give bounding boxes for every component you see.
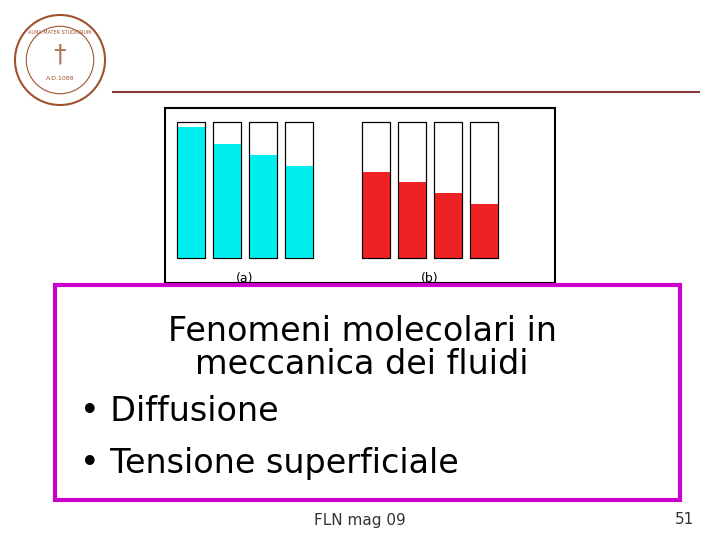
Bar xyxy=(249,122,277,258)
Bar xyxy=(213,122,241,258)
Bar xyxy=(398,122,426,258)
Bar xyxy=(434,193,462,258)
Text: meccanica dei fluidi: meccanica dei fluidi xyxy=(195,348,528,381)
Bar xyxy=(249,122,277,258)
Text: • Tensione superficiale: • Tensione superficiale xyxy=(80,447,459,480)
Bar xyxy=(285,166,313,258)
Text: Fenomeni molecolari in: Fenomeni molecolari in xyxy=(168,315,557,348)
Bar xyxy=(470,122,498,258)
Text: FLN mag 09: FLN mag 09 xyxy=(314,512,406,528)
Bar xyxy=(285,122,313,258)
Bar xyxy=(213,122,241,258)
Bar xyxy=(285,122,313,258)
Bar xyxy=(470,122,498,258)
Bar xyxy=(362,122,390,258)
Bar xyxy=(177,127,205,258)
Text: ALMA MATER STUDIORUM: ALMA MATER STUDIORUM xyxy=(28,30,91,35)
Bar xyxy=(177,122,205,258)
Bar xyxy=(470,204,498,258)
Text: • Diffusione: • Diffusione xyxy=(80,395,279,428)
Bar xyxy=(434,122,462,258)
Bar xyxy=(398,182,426,258)
Bar xyxy=(434,122,462,258)
Text: (a): (a) xyxy=(236,272,253,285)
Bar xyxy=(177,122,205,258)
Bar xyxy=(362,172,390,258)
Bar xyxy=(55,285,680,500)
Text: †: † xyxy=(54,43,66,67)
Bar xyxy=(165,108,555,283)
Text: A.D.1088: A.D.1088 xyxy=(46,76,74,80)
Text: 51: 51 xyxy=(675,512,695,528)
Bar xyxy=(398,122,426,258)
Bar xyxy=(213,144,241,258)
Bar xyxy=(249,154,277,258)
Text: (b): (b) xyxy=(421,272,438,285)
Bar xyxy=(362,122,390,258)
